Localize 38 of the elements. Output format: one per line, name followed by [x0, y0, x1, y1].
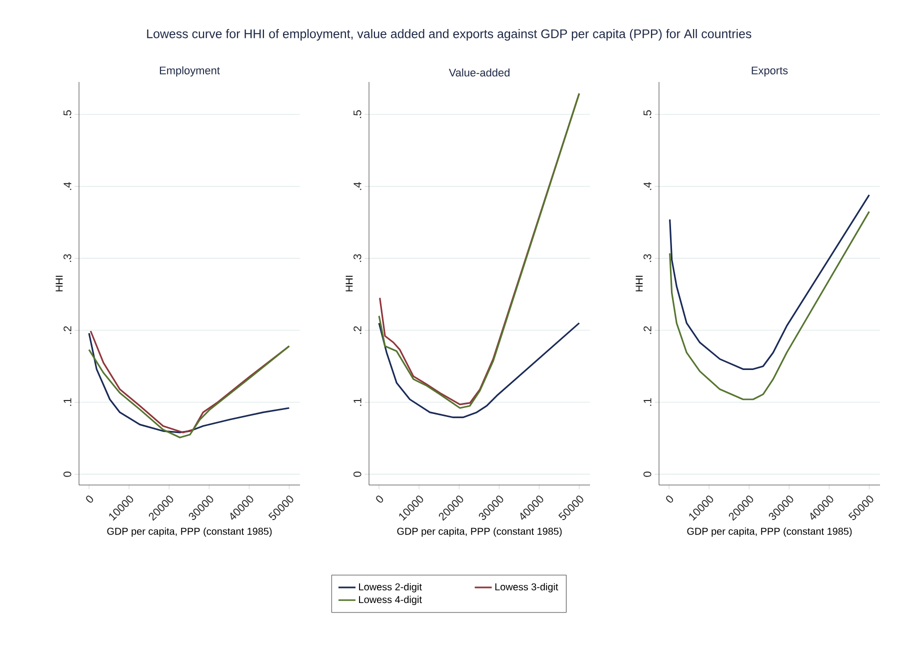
line-series	[669, 194, 870, 370]
y-tick-label: .2	[354, 326, 362, 334]
text: Lowess curve for HHI of employment, value added and exports against GDP per capita (PPP) for All countries	[147, 29, 752, 41]
y-tick-label: .1	[64, 398, 72, 406]
line-series	[378, 322, 580, 418]
legend-label: Lowess 4-digit	[359, 596, 422, 606]
line-series	[669, 210, 870, 400]
y-tick-label: .2	[644, 326, 652, 334]
y-tick-label: .3	[643, 254, 652, 262]
y-tick-label: .5	[64, 110, 72, 118]
y-tick-label: .1	[354, 398, 362, 406]
y-tick-label: .4	[354, 182, 362, 190]
x-tick-label: 0	[376, 496, 384, 503]
y-axis-title: HHI	[56, 276, 63, 292]
y-tick-label: .3	[353, 254, 362, 262]
y-tick-label: .2	[64, 326, 72, 334]
x-tick-label: 0	[666, 496, 674, 503]
y-tick-label: 0	[63, 472, 72, 477]
y-tick-label: .4	[644, 182, 652, 190]
line-series	[88, 345, 290, 438]
y-axis-title: HHI	[636, 276, 643, 292]
chart-subtitle: Employment	[160, 66, 220, 76]
x-axis-title: GDP per capita, PPP (constant 1985)	[397, 527, 562, 537]
legend-label: Lowess 2-digit	[359, 583, 422, 592]
x-axis-title: GDP per capita, PPP (constant 1985)	[107, 527, 272, 537]
y-tick-label: .5	[354, 110, 362, 118]
y-tick-label: 0	[643, 472, 652, 477]
legend-label: Lowess 3-digit	[495, 583, 558, 592]
x-tick-label: 0	[86, 496, 94, 503]
y-tick-label: 0	[353, 472, 362, 477]
y-tick-label: .1	[644, 398, 652, 406]
y-axis-title: HHI	[346, 276, 353, 292]
y-tick-label: .5	[644, 110, 652, 118]
y-tick-label: .4	[64, 182, 72, 190]
chart-subtitle: Exports	[752, 66, 788, 76]
chart-subtitle: Value-added	[448, 68, 510, 77]
x-axis-title: GDP per capita, PPP (constant 1985)	[687, 527, 852, 537]
y-tick-label: .3	[63, 254, 72, 262]
